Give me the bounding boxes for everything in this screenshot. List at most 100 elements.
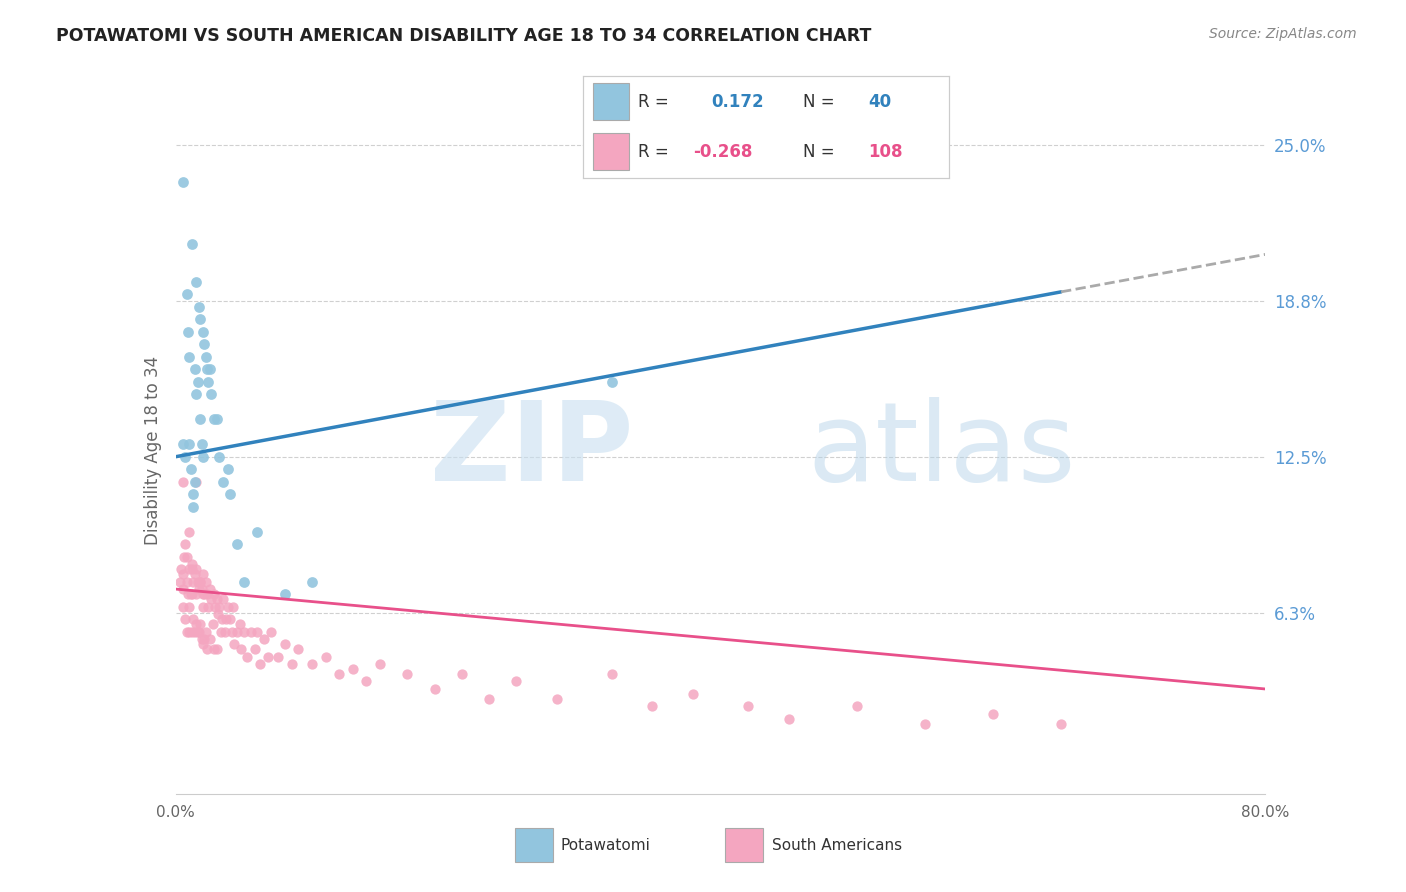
Point: [423, 681, 446, 696]
Point: [172, 175, 194, 189]
Point: [600, 375, 623, 389]
Point: [356, 674, 378, 689]
Point: [193, 632, 215, 646]
Point: [180, 462, 202, 476]
Bar: [725, 828, 763, 863]
Point: [267, 649, 290, 664]
Point: [682, 687, 704, 701]
Text: N =: N =: [803, 143, 834, 161]
Point: [301, 574, 323, 589]
Point: [188, 412, 211, 426]
Point: [239, 624, 262, 639]
Point: [396, 667, 419, 681]
Point: [174, 537, 197, 551]
Point: [195, 362, 218, 376]
Point: [184, 362, 207, 376]
Point: [179, 437, 201, 451]
Point: [183, 487, 205, 501]
Point: [212, 475, 235, 489]
Point: [174, 612, 197, 626]
Point: [191, 567, 214, 582]
Point: [202, 642, 225, 657]
Point: [186, 574, 209, 589]
Point: [186, 617, 208, 632]
Point: [172, 567, 194, 582]
Point: [202, 587, 225, 601]
Point: [274, 587, 297, 601]
Point: [181, 237, 204, 252]
Point: [249, 657, 271, 671]
Point: [301, 657, 323, 671]
Point: [172, 475, 194, 489]
Point: [186, 562, 208, 576]
Y-axis label: Disability Age 18 to 34: Disability Age 18 to 34: [143, 356, 162, 545]
Point: [193, 587, 215, 601]
Point: [190, 632, 212, 646]
Point: [200, 387, 222, 401]
Point: [179, 599, 201, 614]
Text: South Americans: South Americans: [772, 838, 903, 853]
Point: [170, 562, 193, 576]
Bar: [593, 83, 630, 120]
Point: [186, 275, 208, 289]
Point: [205, 592, 228, 607]
Point: [191, 637, 214, 651]
Point: [179, 562, 201, 576]
Point: [235, 649, 257, 664]
Point: [190, 582, 212, 596]
Text: 108: 108: [869, 143, 903, 161]
Text: 40: 40: [869, 94, 891, 112]
Point: [174, 450, 197, 464]
Point: [215, 612, 238, 626]
Text: Source: ZipAtlas.com: Source: ZipAtlas.com: [1209, 27, 1357, 41]
Point: [209, 624, 232, 639]
Point: [202, 412, 225, 426]
Point: [169, 574, 191, 589]
Point: [179, 350, 201, 364]
Point: [219, 612, 242, 626]
Point: [914, 717, 936, 731]
Point: [187, 624, 209, 639]
Point: [211, 612, 233, 626]
Text: POTAWATOMI VS SOUTH AMERICAN DISABILITY AGE 18 TO 34 CORRELATION CHART: POTAWATOMI VS SOUTH AMERICAN DISABILITY …: [56, 27, 872, 45]
Point: [212, 592, 235, 607]
Text: R =: R =: [638, 94, 669, 112]
Text: -0.268: -0.268: [693, 143, 752, 161]
Point: [205, 412, 228, 426]
Point: [232, 624, 254, 639]
Point: [217, 462, 239, 476]
Point: [190, 437, 212, 451]
Point: [246, 524, 269, 539]
Point: [180, 587, 202, 601]
Point: [208, 450, 231, 464]
Point: [195, 587, 218, 601]
Point: [195, 642, 218, 657]
Text: ZIP: ZIP: [430, 397, 633, 504]
Point: [221, 624, 243, 639]
Point: [981, 706, 1004, 721]
Point: [205, 642, 228, 657]
Point: [243, 642, 266, 657]
Text: atlas: atlas: [807, 397, 1076, 504]
Point: [176, 624, 198, 639]
Point: [173, 549, 195, 564]
Point: [183, 500, 205, 514]
Bar: [593, 133, 630, 170]
Point: [187, 582, 209, 596]
Point: [181, 587, 204, 601]
Point: [181, 624, 204, 639]
Point: [224, 637, 246, 651]
Point: [194, 624, 217, 639]
Point: [219, 487, 242, 501]
Point: [257, 649, 280, 664]
Text: R =: R =: [638, 143, 669, 161]
Point: [201, 617, 224, 632]
Point: [287, 642, 309, 657]
Point: [328, 667, 350, 681]
Point: [197, 375, 219, 389]
Point: [845, 699, 868, 714]
Point: [315, 649, 337, 664]
Text: N =: N =: [803, 94, 834, 112]
Point: [226, 624, 249, 639]
Point: [253, 632, 276, 646]
